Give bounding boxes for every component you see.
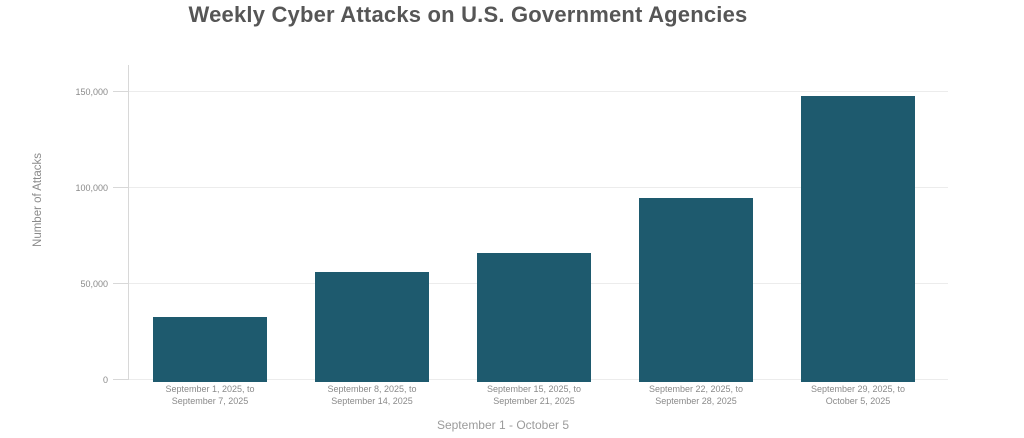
- x-tick-label: September 1, 2025, to September 7, 2025: [165, 384, 255, 406]
- bar-slot: [453, 65, 615, 382]
- x-tick-label: September 8, 2025, to September 14, 2025: [327, 384, 417, 406]
- y-tick-label: 0: [102, 375, 108, 385]
- y-tick-label: 150,000: [75, 87, 108, 97]
- bar: [315, 272, 429, 382]
- bar-slot: [129, 65, 291, 382]
- gridline: [129, 187, 948, 188]
- y-axis-tick: [113, 91, 129, 92]
- y-axis-title: Number of Attacks: [32, 153, 44, 247]
- x-tick-label: September 29, 2025, to October 5, 2025: [810, 384, 906, 406]
- bar: [639, 197, 753, 382]
- y-tick-label: 100,000: [75, 183, 108, 193]
- x-tick-label: September 22, 2025, to September 28, 202…: [648, 384, 744, 406]
- gridline: [129, 91, 948, 92]
- x-tick-labels: September 1, 2025, to September 7, 2025 S…: [129, 384, 939, 407]
- x-tick-label: September 15, 2025, to September 21, 202…: [486, 384, 582, 406]
- plot-area: 0 50,000 100,000 150,000 September 1, 2025, …: [75, 65, 948, 406]
- bar-slot: [615, 65, 777, 382]
- y-axis-tick: [113, 379, 129, 380]
- y-tick-label: 50,000: [80, 279, 108, 289]
- y-axis-tick: [113, 187, 129, 188]
- bars-group: [129, 65, 939, 382]
- y-axis-tick: [113, 283, 129, 284]
- bar: [477, 253, 591, 382]
- bar-slot: [777, 65, 939, 382]
- chart-title: Weekly Cyber Attacks on U.S. Government …: [188, 2, 748, 27]
- bar: [801, 95, 915, 382]
- x-axis-caption: September 1 - October 5: [436, 418, 570, 432]
- bar: [153, 316, 267, 382]
- bar-slot: [291, 65, 453, 382]
